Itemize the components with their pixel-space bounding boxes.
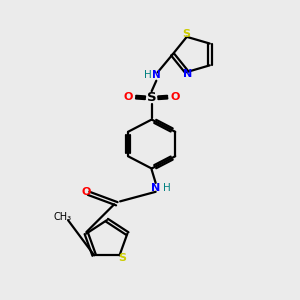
Text: S: S — [182, 29, 190, 39]
Text: N: N — [152, 70, 161, 80]
Text: S: S — [118, 253, 126, 263]
Text: O: O — [81, 187, 91, 197]
Text: CH₃: CH₃ — [53, 212, 71, 222]
Text: O: O — [124, 92, 133, 102]
Text: O: O — [170, 92, 180, 102]
Text: N: N — [151, 183, 160, 193]
Text: N: N — [183, 68, 192, 79]
Text: H: H — [163, 183, 171, 193]
Text: S: S — [147, 91, 157, 104]
Text: H: H — [144, 70, 152, 80]
